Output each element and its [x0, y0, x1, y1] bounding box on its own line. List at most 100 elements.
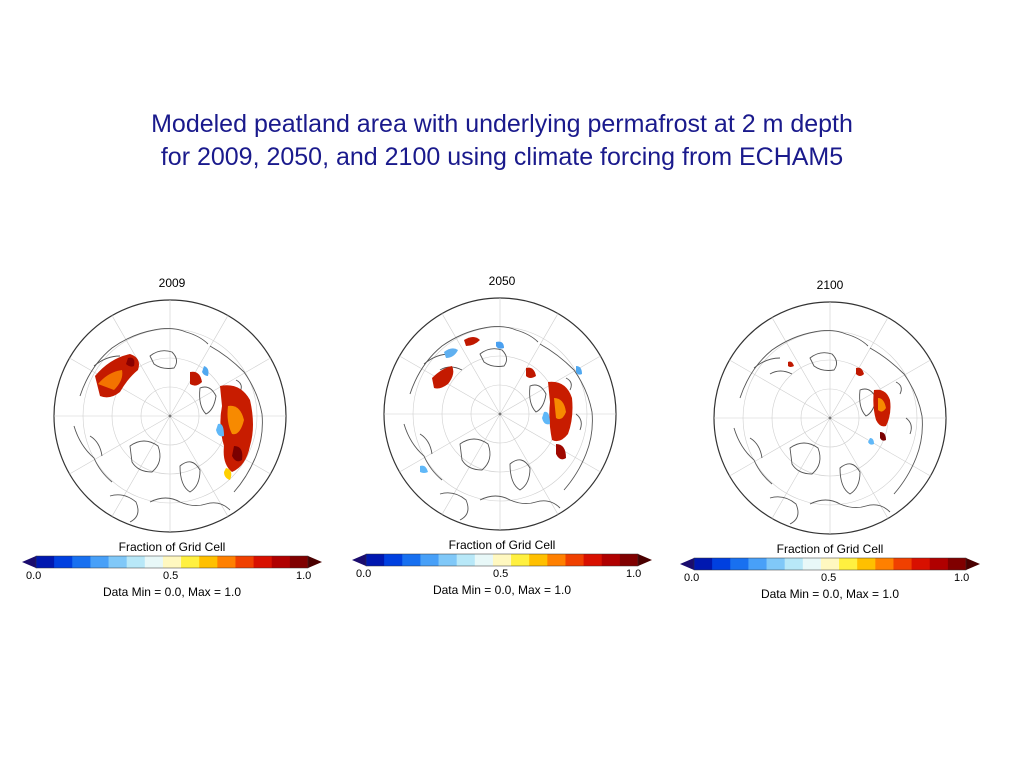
colorbar-swatch — [36, 556, 55, 568]
coastline — [809, 352, 837, 371]
panel-year-label: 2100 — [816, 278, 844, 292]
colorbar-swatch — [402, 554, 421, 566]
coastline — [199, 386, 217, 415]
colorbar-title: Fraction of Grid Cell — [776, 542, 884, 556]
coastline — [733, 427, 773, 485]
coastline — [179, 461, 201, 493]
coastline — [839, 463, 861, 495]
colorbar-swatch — [565, 554, 585, 566]
colorbar-swatch — [144, 556, 164, 568]
coastline — [859, 388, 877, 417]
coastline — [565, 377, 582, 431]
colorbar-max-label: 1.0 — [626, 568, 642, 580]
colorbar-swatch — [438, 554, 458, 566]
title-line-1: Modeled peatland area with underlying pe… — [151, 110, 853, 138]
colorbar-swatch — [784, 558, 804, 570]
coastline — [209, 345, 263, 493]
colorbar-swatch — [802, 558, 822, 570]
meridian-line — [69, 415, 171, 475]
coastline — [129, 440, 161, 473]
meridian-line — [729, 359, 831, 419]
coastline — [403, 423, 443, 481]
colorbar-swatch — [730, 558, 749, 570]
colorbar-swatch — [820, 558, 840, 570]
colorbar-swatch — [547, 554, 566, 566]
colorbar-swatch — [474, 554, 494, 566]
meridian-line — [441, 313, 501, 415]
colorbar-swatch — [911, 558, 931, 570]
colorbar-swatch — [601, 554, 621, 566]
meridian-line — [829, 359, 931, 419]
colorbar-frame — [693, 557, 967, 571]
colorbar-swatch — [366, 554, 385, 566]
coastline — [789, 442, 821, 475]
globe-base — [383, 297, 617, 531]
colorbar-max-label: 1.0 — [954, 572, 970, 584]
coastline — [753, 357, 793, 375]
colorbar-swatch — [271, 556, 291, 568]
colorbar-swatch — [108, 556, 128, 568]
meridian-line — [771, 417, 831, 519]
colorbar-swatch — [289, 556, 309, 568]
map-panel-2100: 2100 Fraction of Grid Cell 0.0 0.5 1.0 D… — [680, 270, 980, 610]
coastline — [479, 348, 507, 367]
coastline — [73, 425, 113, 483]
meridian-line — [499, 413, 601, 473]
colorbar-swatch — [766, 558, 786, 570]
globe-base — [713, 301, 947, 535]
coastline — [509, 459, 531, 491]
coastline — [739, 329, 869, 399]
permafrost-peat-cells — [788, 361, 891, 445]
colorbar-swatch — [492, 554, 512, 566]
meridian-line — [829, 417, 889, 519]
meridian-line — [399, 413, 501, 473]
colorbar — [352, 553, 652, 567]
coastline — [539, 343, 593, 491]
coastline — [479, 495, 561, 509]
coastline — [529, 384, 547, 413]
colorbar-swatch — [929, 558, 949, 570]
colorbar-swatch — [712, 558, 731, 570]
colorbar-swatch — [875, 558, 894, 570]
colorbar-swatch — [72, 556, 91, 568]
permafrost-peat-cells — [420, 337, 582, 473]
colorbar-swatch — [253, 556, 273, 568]
meridian-line — [729, 417, 831, 477]
colorbar-min-label: 0.0 — [356, 568, 372, 580]
colorbar-min-arrow — [22, 556, 36, 568]
polar-map-2050 — [383, 297, 617, 531]
colorbar-mid-label: 0.5 — [163, 570, 179, 582]
colorbar-swatch — [54, 556, 73, 568]
colorbar-min-arrow — [352, 554, 366, 566]
colorbar-swatch — [384, 554, 403, 566]
coastline — [109, 494, 139, 523]
north-pole-marker — [498, 412, 502, 416]
colorbar-min-arrow — [680, 558, 694, 570]
meridian-line — [169, 315, 229, 417]
colorbar-swatch — [947, 558, 967, 570]
data-range-text: Data Min = 0.0, Max = 1.0 — [432, 583, 572, 597]
colorbar-swatch — [619, 554, 639, 566]
colorbar-swatch — [748, 558, 768, 570]
meridian-line — [111, 315, 171, 417]
meridian-line — [771, 317, 831, 419]
colorbar-title: Fraction of Grid Cell — [118, 540, 226, 554]
data-range-text: Data Min = 0.0, Max = 1.0 — [102, 585, 242, 599]
coastline — [459, 438, 491, 471]
colorbar — [22, 555, 322, 569]
meridian-line — [441, 413, 501, 515]
meridian-line — [829, 417, 931, 477]
panel-year-label: 2050 — [488, 274, 516, 288]
colorbar-frame — [35, 555, 309, 569]
coastline — [149, 350, 177, 369]
title-line-2: for 2009, 2050, and 2100 using climate f… — [160, 143, 844, 171]
colorbar-min-label: 0.0 — [26, 570, 42, 582]
polar-map-2100 — [713, 301, 947, 535]
colorbar-swatch — [199, 556, 218, 568]
north-pole-marker — [828, 416, 832, 420]
colorbar-max-arrow — [308, 556, 322, 568]
slide-title: Modeled peatland area with underlying pe… — [0, 108, 1004, 174]
map-panel-2050: 2050 Fraction of Grid Cell 0.0 0.5 1.0 D… — [352, 266, 652, 606]
colorbar-swatch — [456, 554, 476, 566]
colorbar-swatch — [90, 556, 110, 568]
